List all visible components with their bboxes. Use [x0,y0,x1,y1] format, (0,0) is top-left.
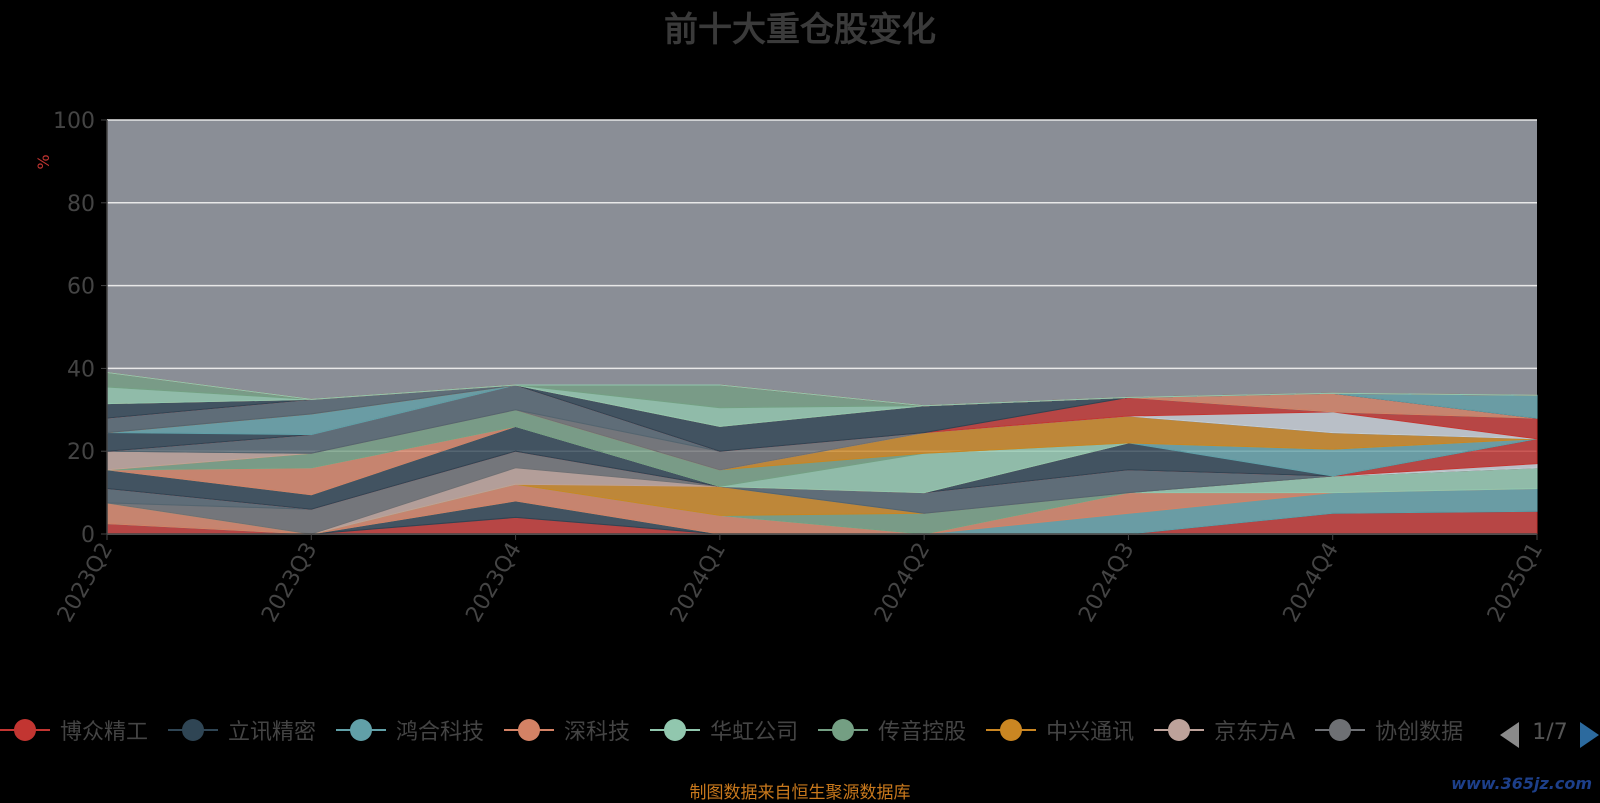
area-series-group: 博众精工立讯精密鸿合科技深科技华虹公司传音控股中兴通讯京东方A协创数据工业富联胜… [106,371,1538,535]
legend-symbol-icon [0,715,50,745]
stacked-area-chart: 博众精工立讯精密鸿合科技深科技华虹公司传音控股中兴通讯京东方A协创数据工业富联胜… [34,109,1548,627]
legend-label: 传音控股 [878,720,967,745]
legend-item[interactable]: 鸿合科技 [336,714,484,746]
area-series[interactable]: 紫光国芯 [106,372,1538,407]
legend-label: 鸿合科技 [396,720,485,745]
legend-label: 华虹公司 [710,720,799,745]
legend-symbol-icon [650,715,701,745]
legend-item[interactable]: 博众精工 [0,714,148,746]
y-tick-label: 80 [67,192,95,217]
legend-symbol-icon [504,715,555,745]
x-tick-label: 2023Q4 [461,539,526,627]
legend-item[interactable]: 中兴通讯 [986,714,1134,746]
y-tick-label: 60 [67,275,95,300]
x-tick-label: 2023Q2 [53,539,118,627]
legend-page-indicator: 1/7 [1532,720,1568,745]
x-tick-label: 2024Q4 [1279,539,1344,627]
watermark: www.365jz.com [1451,774,1592,793]
legend-label: 深科技 [564,720,631,745]
x-tick-label: 2024Q2 [870,539,935,627]
y-axis-label: % [34,154,53,169]
legend-item[interactable]: 协创数据 [1315,714,1463,746]
y-tick-label: 0 [81,523,95,548]
legend-label: 京东方A [1214,720,1296,745]
legend-symbol-icon [1315,715,1366,745]
legend-symbol-icon [336,715,387,745]
legend-label: 协创数据 [1375,720,1464,745]
legend-prev-icon[interactable] [1500,722,1519,748]
x-tick-label: 2024Q1 [666,539,731,627]
legend-symbol-icon [818,715,869,745]
legend-label: 博众精工 [60,720,149,745]
legend-label: 立讯精密 [228,720,317,745]
x-tick-label: 2025Q1 [1483,539,1548,627]
x-tick-label: 2023Q3 [257,539,322,627]
legend-item[interactable]: 立讯精密 [168,714,316,746]
legend-symbol-icon [168,715,219,745]
x-tick-label: 2024Q3 [1074,539,1139,627]
legend-item[interactable]: 深科技 [504,714,630,746]
data-source-note: 制图数据来自恒生聚源数据库 [689,783,911,803]
y-tick-label: 100 [53,109,95,134]
y-tick-label: 40 [67,357,95,382]
legend-next-icon[interactable] [1580,722,1599,748]
legend-item[interactable]: 传音控股 [818,714,966,746]
legend-pager: 1/7 [1500,718,1600,752]
y-tick-label: 20 [67,440,95,465]
legend: 博众精工 立讯精密 鸿合科技 深科技 华虹公司 传音控股 中兴通讯 京东方A 协创数据 [0,714,1480,754]
legend-symbol-icon [1154,715,1205,745]
legend-item[interactable]: 华虹公司 [650,714,798,746]
chart-title: 前十大重仓股变化 [664,10,936,50]
legend-label: 中兴通讯 [1046,720,1135,745]
legend-item[interactable]: 京东方A [1154,714,1295,746]
legend-symbol-icon [986,715,1037,745]
